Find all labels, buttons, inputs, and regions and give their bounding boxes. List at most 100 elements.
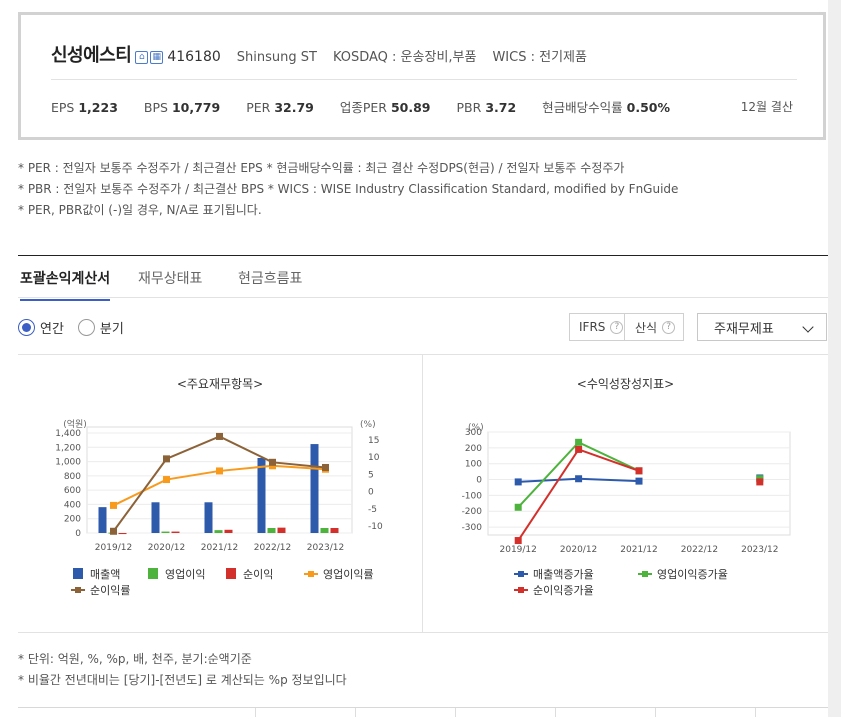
legend-swatch	[226, 568, 236, 579]
bar-mark	[204, 502, 213, 533]
help-icon[interactable]: ?	[610, 320, 624, 334]
legend-label: 매출액증가율	[533, 568, 594, 581]
plot-area	[86, 426, 353, 534]
bar-mark	[310, 444, 319, 533]
annual-label[interactable]: 연간	[40, 322, 64, 337]
y-tick-label: -100	[462, 491, 483, 501]
tab-balance-sheet[interactable]: 재무상태표	[138, 271, 203, 287]
company-wics: WICS : 전기제품	[492, 50, 587, 65]
metric-pbr: PBR 3.72	[456, 100, 517, 115]
divider	[455, 708, 456, 717]
ifrs-button[interactable]: IFRS ?	[569, 313, 625, 341]
legend-label: 영업이익증가율	[657, 568, 728, 581]
building-icon[interactable]: ▦	[150, 51, 164, 64]
x-tick-label: 2023/12	[741, 545, 778, 555]
y-axis-unit: (%)	[468, 423, 484, 433]
x-tick-label: 2020/12	[148, 543, 185, 553]
x-tick-label: 2019/12	[95, 543, 132, 553]
header-divider	[51, 79, 797, 80]
definition-notes: * PER : 전일자 보통주 수정주가 / 최근결산 EPS * 현금배당수익…	[18, 158, 678, 221]
y2-axis-unit: (%)	[360, 420, 376, 430]
company-summary-box: 신성에스티 ⌂ ▦ 416180 Shinsung ST KOSDAQ : 운송…	[18, 12, 826, 140]
x-tick-label: 2022/12	[681, 545, 718, 555]
financial-items-chart: 1,400 1,200 1,000 800 600 400 200 0 15 10 5 0 -5 -10 (…	[55, 418, 383, 597]
legend-swatch	[148, 568, 158, 579]
y-tick-label: 1,200	[55, 443, 81, 453]
line-point	[322, 463, 329, 471]
chevron-down-icon	[802, 321, 814, 333]
legend-label: 영업이익률	[323, 568, 374, 581]
annual-radio[interactable]	[18, 319, 35, 336]
footnote-line: * 단위: 억원, %, %p, 배, 천주, 분기:순액기준	[18, 652, 252, 666]
y2-tick-label: -5	[368, 505, 377, 515]
bar-mark	[151, 502, 160, 533]
divider	[355, 708, 356, 717]
bar-mark	[171, 531, 180, 533]
legend-swatch	[75, 587, 81, 593]
note-line: * PBR : 전일자 보통주 수정주가 / 최근결산 BPS * WICS :…	[18, 182, 679, 196]
bar-mark	[257, 458, 266, 533]
metric-bps: BPS 10,779	[143, 100, 221, 115]
legend-label: 매출액	[90, 568, 120, 581]
settlement-month: 12월 결산	[740, 100, 793, 114]
chart-title-growth: <수익성장성지표>	[576, 377, 675, 391]
line-point	[110, 527, 117, 535]
bar-mark	[224, 529, 233, 533]
line-point	[110, 501, 117, 509]
footnote-line: * 비율간 전년대비는 [당기]-[전년도] 로 계산되는 %p 정보입니다	[18, 673, 347, 687]
company-title-row: 신성에스티 ⌂ ▦ 416180 Shinsung ST KOSDAQ : 운송…	[51, 41, 587, 67]
legend-swatch	[642, 571, 648, 577]
chart-title-financial: <주요재무항목>	[176, 377, 264, 391]
statement-type-select[interactable]: 주재무제표	[697, 313, 827, 341]
growth-chart: 300 200 100 0 -100 -200 -300 (%) 2019/12 2020/12 2…	[462, 423, 791, 597]
y-tick-label: 400	[64, 500, 81, 510]
legend-label: 순이익률	[90, 584, 130, 597]
bar-mark	[118, 533, 127, 535]
divider	[255, 708, 256, 717]
note-line: * PER, PBR값이 (-)일 경우, N/A로 표기됩니다.	[18, 203, 262, 217]
tab-cash-flow[interactable]: 현금흐름표	[238, 271, 303, 287]
legend-label: 순이익증가율	[533, 584, 594, 597]
line-point	[163, 476, 170, 484]
formula-label: 산식	[635, 320, 658, 335]
x-tick-label: 2019/12	[500, 545, 537, 555]
home-icon[interactable]: ⌂	[135, 51, 149, 64]
quarter-label[interactable]: 분기	[99, 322, 124, 337]
y-tick-label: -200	[462, 507, 483, 517]
x-tick-label: 2022/12	[254, 543, 291, 553]
y2-tick-label: 0	[368, 488, 374, 498]
legend-swatch	[73, 568, 83, 579]
bar-mark	[98, 507, 107, 533]
x-tick-label: 2023/12	[307, 543, 344, 553]
x-tick-label: 2020/12	[560, 545, 597, 555]
company-name: 신성에스티	[51, 45, 132, 66]
line-point	[269, 458, 276, 466]
tab-income-statement[interactable]: 포괄손익계산서	[20, 268, 111, 301]
divider	[755, 708, 756, 717]
line-point	[216, 467, 223, 475]
chart-divider	[422, 355, 423, 633]
legend-swatch	[518, 571, 524, 577]
divider	[555, 708, 556, 717]
line-point	[216, 432, 223, 440]
note-line: * PER : 전일자 보통주 수정주가 / 최근결산 EPS * 현금배당수익…	[18, 161, 625, 175]
legend-swatch	[518, 587, 524, 593]
growth-panel: <수익성장성지표> 300 200 100 0 -100 -200 -300 (%) 2019/…	[423, 355, 828, 633]
legend-label: 순이익	[243, 568, 273, 581]
metric-eps: EPS 1,223	[51, 100, 118, 115]
x-tick-label: 2021/12	[620, 545, 657, 555]
statement-tabs: 포괄손익계산서 재무상태표 현금흐름표	[18, 255, 828, 301]
bar-mark	[267, 528, 276, 533]
bar-mark	[214, 530, 223, 533]
y-tick-label: 100	[465, 460, 482, 470]
metric-dividend-yield: 현금배당수익률 0.50%	[542, 100, 671, 115]
y-tick-label: -300	[462, 523, 483, 533]
ifrs-label: IFRS	[579, 320, 606, 334]
formula-button[interactable]: 산식 ?	[624, 313, 684, 341]
line-point	[756, 478, 764, 486]
x-tick-label: 2021/12	[201, 543, 238, 553]
help-icon[interactable]: ?	[662, 320, 676, 334]
y2-tick-label: 10	[368, 453, 380, 463]
quarter-radio[interactable]	[77, 319, 95, 336]
